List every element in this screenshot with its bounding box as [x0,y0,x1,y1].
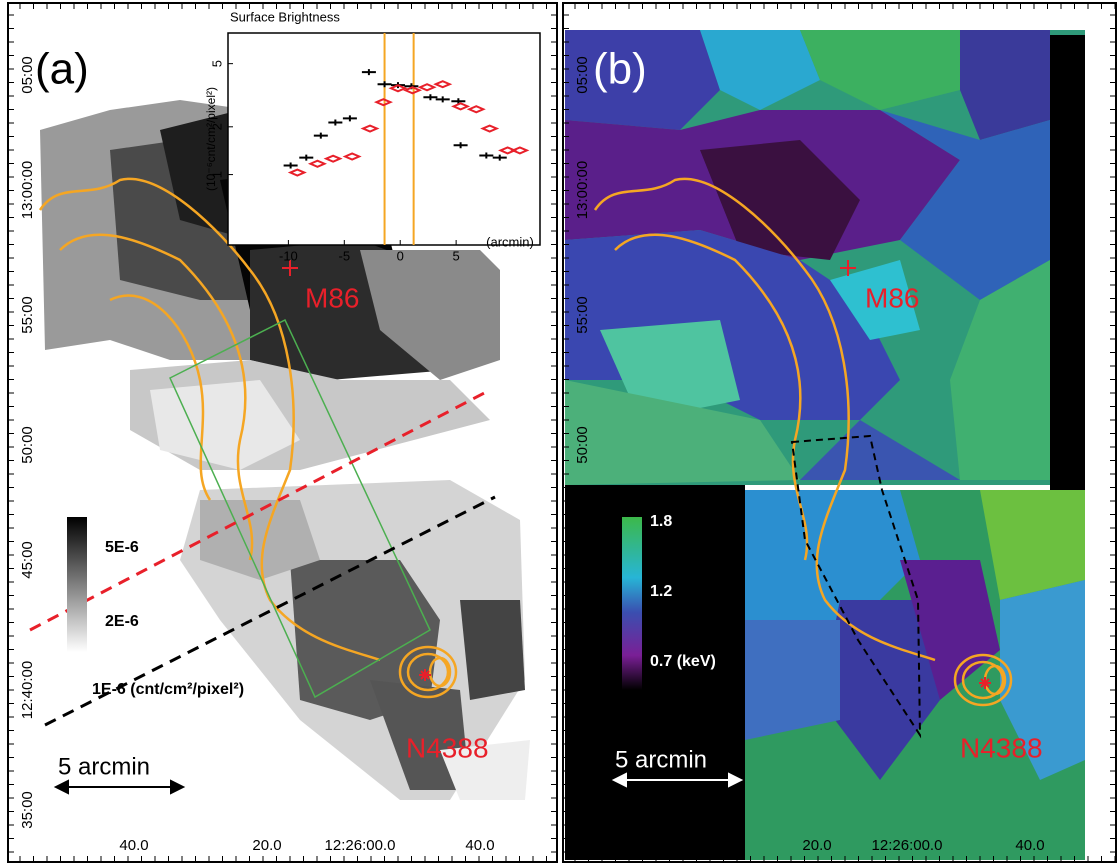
x-tick-label: -5 [339,248,351,263]
page: {"panels":[ {"label":"(a)","galaxies":["… [0,0,1119,865]
y-tick-label: 55:00 [19,296,36,334]
colorbar-label: 1E-6 (cnt/cm²/pixel²) [92,681,244,698]
y-tick-label: 13:00:00 [19,161,36,219]
y-tick-label: 2 [209,123,224,130]
x-tick-label: 40.0 [465,837,494,854]
x-tick-label: 12:26:00.0 [325,837,396,854]
figure: (a) (b) M86 M86 N4388 N4388 5 arcmin 5 a… [0,0,1119,865]
y-tick-label: 12:40:00 [574,661,591,719]
y-tick-label: 5 [209,60,224,67]
x-tick-label: 40.0 [119,837,148,854]
y-tick-label: 50:00 [19,426,36,464]
x-tick-label: -10 [279,248,298,263]
x-tick-label: 0 [397,248,404,263]
colorbar-a [67,517,87,652]
x-tick-label: 40.0 [668,837,697,854]
y-tick-label: 45:00 [574,541,591,579]
x-tick-label: 20.0 [802,837,831,854]
y-tick-label: 13:00:00 [574,161,591,219]
y-tick-label: 50:00 [574,426,591,464]
y-tick-label: 05:00 [574,56,591,94]
panel-label: (b) [593,45,647,94]
inset-title: Surface Brightness [230,9,340,24]
y-tick-label: 55:00 [574,296,591,334]
y-tick-label: 35:00 [19,791,36,829]
x-tick-label: 40.0 [1015,837,1044,854]
x-tick-label: 12:26:00.0 [872,837,943,854]
x-tick-label: 20.0 [252,837,281,854]
galaxy-label: N4388 [960,732,1043,763]
galaxy-label: M86 [305,282,359,313]
scale-label: 5 arcmin [58,753,150,780]
x-axis-label: (arcmin) [486,234,534,249]
colorbar-label: 1.8 [650,513,672,530]
colorbar-label: 5E-6 [105,539,139,556]
colorbar-label: 0.7 (keV) [650,653,716,670]
y-tick-label: 1 [209,171,224,178]
colorbar-label: 1.2 [650,583,672,600]
x-tick-label: 5 [453,248,460,263]
panel-label: (a) [35,45,89,94]
y-tick-label: 35:00 [574,791,591,829]
scale-label: 5 arcmin [615,746,707,773]
scale-bar-a [56,781,183,793]
y-tick-label: 12:40:00 [19,661,36,719]
y-tick-label: 45:00 [19,541,36,579]
galaxy-label: M86 [865,282,919,313]
colorbar-label: 2E-6 [105,613,139,630]
colorbar-b [622,517,642,690]
y-tick-label: 05:00 [19,56,36,94]
galaxy-label: N4388 [406,732,489,763]
